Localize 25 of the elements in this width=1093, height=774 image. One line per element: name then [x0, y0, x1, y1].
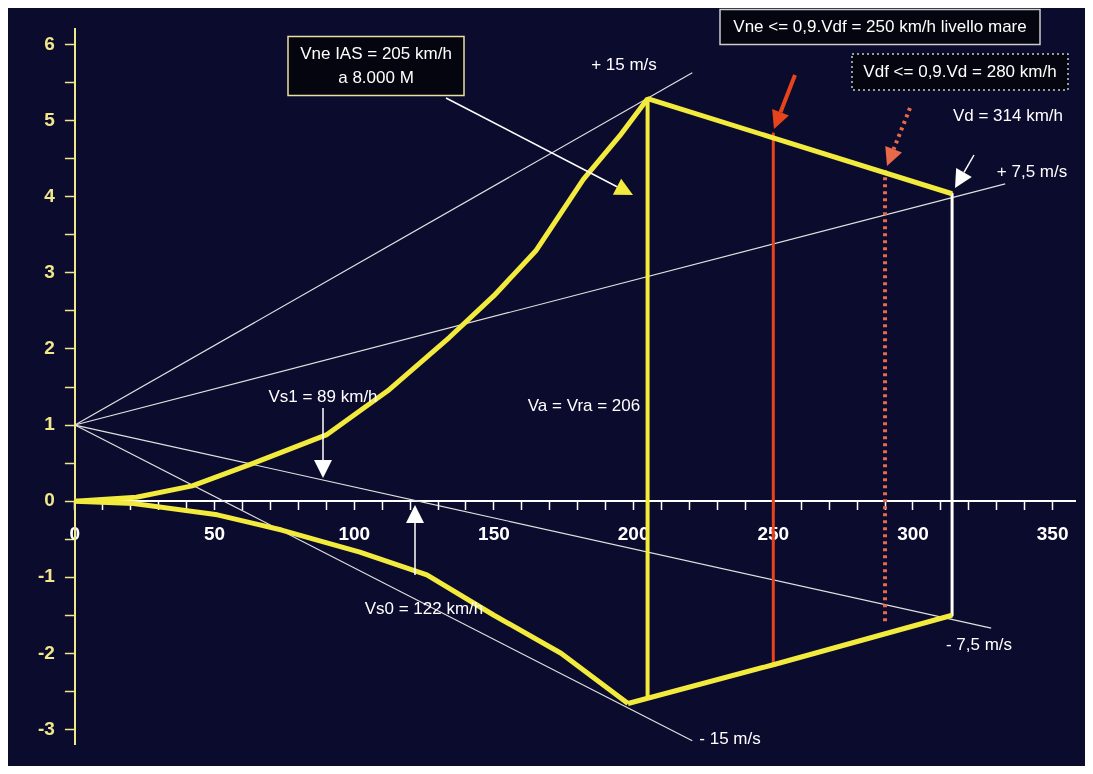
y-tick-label: 4 — [44, 185, 56, 207]
annotation: + 7,5 m/s — [996, 161, 1068, 181]
x-tick-label: 300 — [897, 522, 929, 544]
annotation: Vne IAS = 205 km/h a 8.000 M — [300, 43, 452, 87]
annotation: Vne <= 0,9.Vdf = 250 km/h livello mare — [733, 16, 1027, 36]
annotation: Va = Vra = 206 — [527, 395, 641, 415]
y-tick-label: 5 — [44, 108, 56, 130]
x-tick-label: 350 — [1036, 522, 1069, 544]
x-tick-label: 50 — [204, 522, 226, 544]
y-tick-label: -1 — [37, 565, 56, 587]
y-tick-label: 6 — [44, 32, 55, 54]
y-tick-label: 3 — [44, 261, 55, 283]
annotation: + 15 m/s — [591, 54, 657, 74]
x-tick-label: 150 — [478, 522, 510, 544]
annotation: - 15 m/s — [699, 728, 761, 748]
annotation: - 7,5 m/s — [945, 634, 1013, 654]
annotation: Vdf <= 0,9.Vd = 280 km/h — [863, 61, 1057, 81]
y-tick-label: 0 — [44, 489, 55, 511]
x-tick-label: 100 — [338, 522, 371, 544]
y-tick-label: 2 — [44, 337, 55, 359]
y-tick-label: -3 — [37, 717, 55, 739]
y-tick-label: -2 — [37, 641, 55, 663]
annotation: Vd = 314 km/h — [952, 105, 1064, 125]
annotation: Vs1 = 89 km/h — [268, 386, 378, 406]
y-tick-label: 1 — [44, 413, 56, 435]
